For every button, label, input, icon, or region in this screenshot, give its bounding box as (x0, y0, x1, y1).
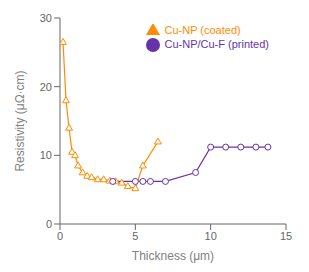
svg-text:30: 30 (40, 12, 52, 24)
svg-text:10: 10 (40, 149, 52, 161)
html-text:Cu-NP/Cu-F (printed): Cu-NP/Cu-F (printed) (164, 38, 269, 51)
svg-text:10: 10 (205, 230, 217, 242)
svg-text:15: 15 (280, 230, 292, 242)
svg-text:0: 0 (57, 230, 63, 242)
svg-text:Thickness (μm): Thickness (μm) (132, 249, 214, 263)
html-text:Cu-NP (coated): Cu-NP (coated) (164, 24, 241, 36)
svg-text:5: 5 (132, 230, 138, 242)
svg-text:Resistivity (μΩ·cm): Resistivity (μΩ·cm) (13, 70, 27, 171)
svg-text:20: 20 (40, 81, 52, 93)
svg-text:0: 0 (46, 218, 52, 230)
